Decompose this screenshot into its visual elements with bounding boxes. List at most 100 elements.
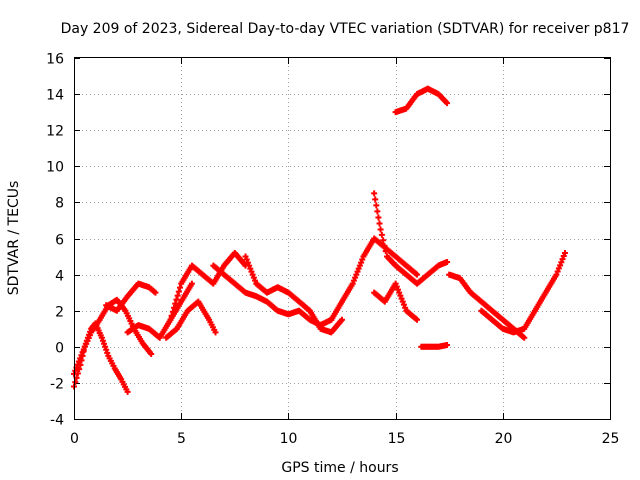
data-point — [372, 196, 379, 203]
data-point — [374, 208, 381, 215]
data-point — [171, 304, 178, 311]
data-point — [177, 284, 184, 291]
data-point — [77, 355, 84, 362]
data-point — [358, 259, 365, 266]
data-point — [352, 274, 359, 281]
data-point — [444, 100, 451, 107]
data-point — [248, 268, 255, 275]
data-point — [398, 295, 405, 302]
data-point — [188, 280, 195, 287]
data-point — [359, 256, 366, 263]
data-point — [98, 334, 105, 341]
data-point — [212, 329, 219, 336]
data-point — [101, 340, 108, 347]
data-point — [174, 292, 181, 299]
x-axis-ticks: 0 5 10 15 20 25 — [70, 58, 619, 447]
data-point — [376, 220, 383, 227]
data-point — [375, 214, 382, 221]
y-tick-label: 12 — [46, 124, 64, 140]
data-point — [350, 277, 357, 284]
data-point — [355, 265, 362, 272]
data-point — [172, 300, 179, 307]
y-tick-label: 16 — [46, 52, 64, 68]
data-point — [392, 280, 399, 287]
data-point — [353, 271, 360, 278]
data-point — [356, 262, 363, 269]
y-tick-label: 2 — [55, 305, 64, 321]
data-points — [71, 85, 568, 395]
data-point — [444, 258, 451, 265]
data-point — [124, 388, 131, 395]
y-tick-label: -4 — [50, 413, 64, 429]
plot-frame — [74, 57, 611, 420]
data-point — [373, 202, 380, 209]
data-point — [560, 253, 567, 260]
data-point — [444, 341, 451, 348]
data-point — [381, 242, 388, 249]
data-point — [559, 256, 566, 263]
data-point — [167, 316, 174, 323]
chart-title: Day 209 of 2023, Sidereal Day-to-day VTE… — [61, 21, 630, 37]
data-point — [102, 343, 109, 350]
data-point — [555, 265, 562, 272]
data-point — [249, 271, 256, 278]
data-point — [558, 259, 565, 266]
data-point — [400, 301, 407, 308]
y-tick-label: 4 — [55, 269, 64, 285]
data-point — [561, 249, 568, 256]
data-point — [243, 256, 250, 263]
y-tick-label: 6 — [55, 233, 64, 249]
x-tick-label: 15 — [388, 431, 406, 447]
y-tick-label: 8 — [55, 196, 64, 212]
x-tick-label: 5 — [177, 431, 186, 447]
y-axis-label: SDTVAR / TECUs — [6, 181, 22, 296]
y-tick-label: 14 — [46, 88, 64, 104]
data-point — [103, 346, 110, 353]
data-point — [242, 253, 249, 260]
grid — [74, 58, 610, 419]
data-point — [402, 304, 409, 311]
data-point — [169, 308, 176, 315]
data-point — [380, 237, 387, 244]
data-point — [371, 190, 378, 197]
x-tick-label: 10 — [280, 431, 298, 447]
data-point — [378, 231, 385, 238]
data-point — [78, 352, 85, 359]
data-point — [414, 271, 421, 278]
data-point — [250, 274, 257, 281]
data-point — [349, 280, 356, 287]
x-tick-label: 0 — [70, 431, 79, 447]
data-point — [173, 296, 180, 303]
data-point — [557, 262, 564, 269]
data-point — [553, 271, 560, 278]
data-point — [394, 286, 401, 293]
data-point — [72, 379, 79, 386]
data-point — [247, 265, 254, 272]
data-point — [382, 248, 389, 255]
data-point — [152, 289, 159, 296]
data-point — [252, 277, 259, 284]
data-point — [554, 268, 561, 275]
data-point — [148, 351, 155, 358]
data-point — [72, 367, 79, 374]
y-tick-label: 0 — [55, 341, 64, 357]
data-point — [246, 262, 253, 269]
data-point — [393, 283, 400, 290]
data-point — [396, 289, 403, 296]
data-point — [354, 268, 361, 275]
y-tick-label: -2 — [50, 377, 64, 393]
x-axis-label: GPS time / hours — [281, 460, 398, 476]
x-tick-label: 25 — [602, 431, 620, 447]
data-point — [244, 259, 251, 266]
data-point — [74, 361, 81, 368]
data-point — [339, 316, 345, 323]
data-point — [377, 226, 384, 233]
data-point — [99, 337, 106, 344]
data-point — [104, 349, 111, 356]
data-point — [397, 292, 404, 299]
data-point — [399, 298, 406, 305]
data-point — [175, 288, 182, 295]
data-point — [521, 334, 528, 341]
data-point — [414, 316, 421, 323]
